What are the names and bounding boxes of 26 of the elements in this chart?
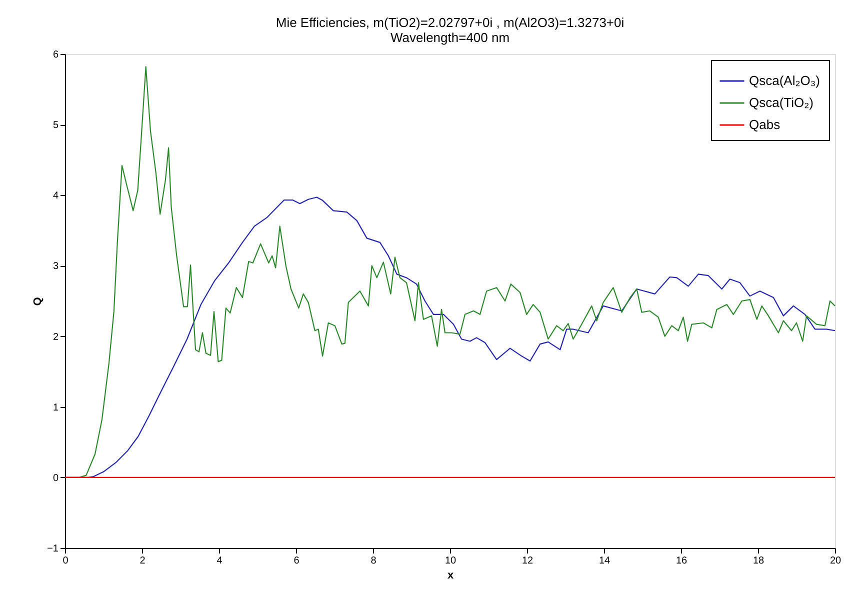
y-tick-label: −1 [47,544,59,554]
x-tick-label: 12 [522,556,534,566]
legend-label: Qsca(Al₂O₃) [749,73,820,88]
x-tick-label: 8 [370,556,377,566]
y-tick-label: 0 [52,472,59,484]
legend-label: Qsca(TiO₂) [749,95,814,110]
chart-subtitle: Wavelength=400 nm [390,30,510,45]
y-tick-label: 5 [52,120,59,132]
chart-title: Mie Efficiencies, m(TiO2)=2.02797+0i , m(Al2O3)=1.3273+0i [276,15,624,30]
x-tick-label: 20 [830,556,842,566]
x-tick-label: 10 [444,556,456,566]
y-axis-title: Q [32,296,44,306]
y-tick-label: 3 [52,261,59,272]
y-tick-label: 1 [52,402,59,414]
x-tick-label: 4 [216,556,223,566]
x-tick-label: 2 [140,556,146,566]
x-tick-label: 18 [752,556,764,566]
x-tick-label: 6 [294,556,300,566]
y-tick-label: 4 [52,190,59,202]
x-tick-label: 14 [598,556,610,566]
y-tick-label: 6 [52,50,59,60]
x-tick-label: 16 [676,556,688,566]
x-axis-title: x [447,570,454,582]
x-tick-label: 0 [62,556,69,566]
legend-label: Qabs [749,117,781,132]
y-tick-label: 2 [52,332,59,343]
